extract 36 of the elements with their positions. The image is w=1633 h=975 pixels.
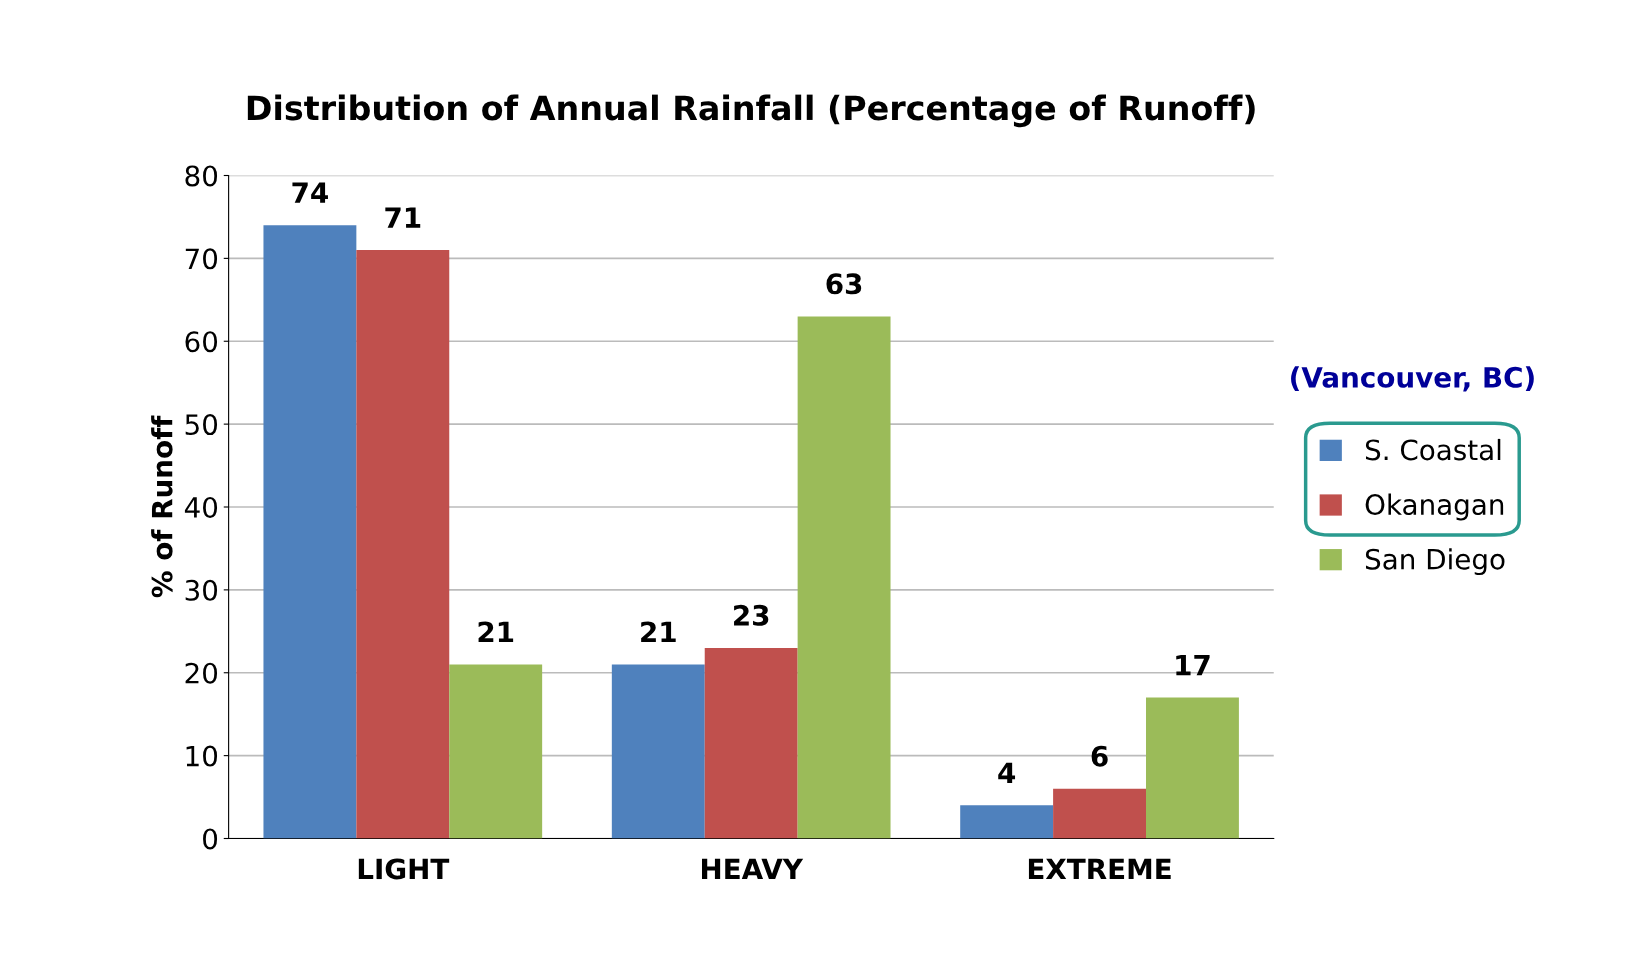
bar xyxy=(263,225,357,839)
y-tick-label: 60 xyxy=(185,331,218,353)
y-tick-label: 50 xyxy=(185,414,218,436)
data-label: 63 xyxy=(826,273,862,295)
bar xyxy=(356,250,450,839)
x-tick-label: EXTREME xyxy=(1028,858,1171,880)
bar xyxy=(1146,697,1239,839)
data-label: 74 xyxy=(292,182,328,203)
bar xyxy=(611,664,705,839)
y-tick-label: 30 xyxy=(185,579,218,601)
legend-label: San Diego xyxy=(1365,548,1505,576)
bar xyxy=(1053,788,1146,839)
legend-label: Okanagan xyxy=(1365,493,1504,521)
data-label: 71 xyxy=(385,207,421,228)
y-tick-label: 80 xyxy=(185,165,218,187)
text: (Vancouver, BC) xyxy=(1291,366,1534,392)
bar xyxy=(960,805,1054,839)
legend-label: S. Coastal xyxy=(1365,438,1501,461)
y-tick-label: 70 xyxy=(185,248,218,270)
x-tick-label: LIGHT xyxy=(358,858,450,880)
data-label: 23 xyxy=(734,604,769,626)
y-tick-label: 40 xyxy=(184,496,218,518)
y-axis-title: % of Runoff xyxy=(151,415,173,598)
data-label: 21 xyxy=(641,621,676,643)
x-tick-label: HEAVY xyxy=(702,858,804,880)
data-label: 4 xyxy=(998,762,1016,783)
data-label: 17 xyxy=(1176,654,1210,676)
chart-title: Distribution of Annual Rainfall (Percentage of Runoff) xyxy=(247,94,1255,128)
y-tick-label: 20 xyxy=(185,662,218,684)
bar xyxy=(449,664,543,839)
data-label: 21 xyxy=(478,621,514,643)
bar xyxy=(797,316,891,839)
y-tick-label: 0 xyxy=(203,828,218,850)
data-label: 6 xyxy=(1091,745,1108,767)
bar xyxy=(704,647,798,839)
y-tick-label: 10 xyxy=(186,745,218,767)
